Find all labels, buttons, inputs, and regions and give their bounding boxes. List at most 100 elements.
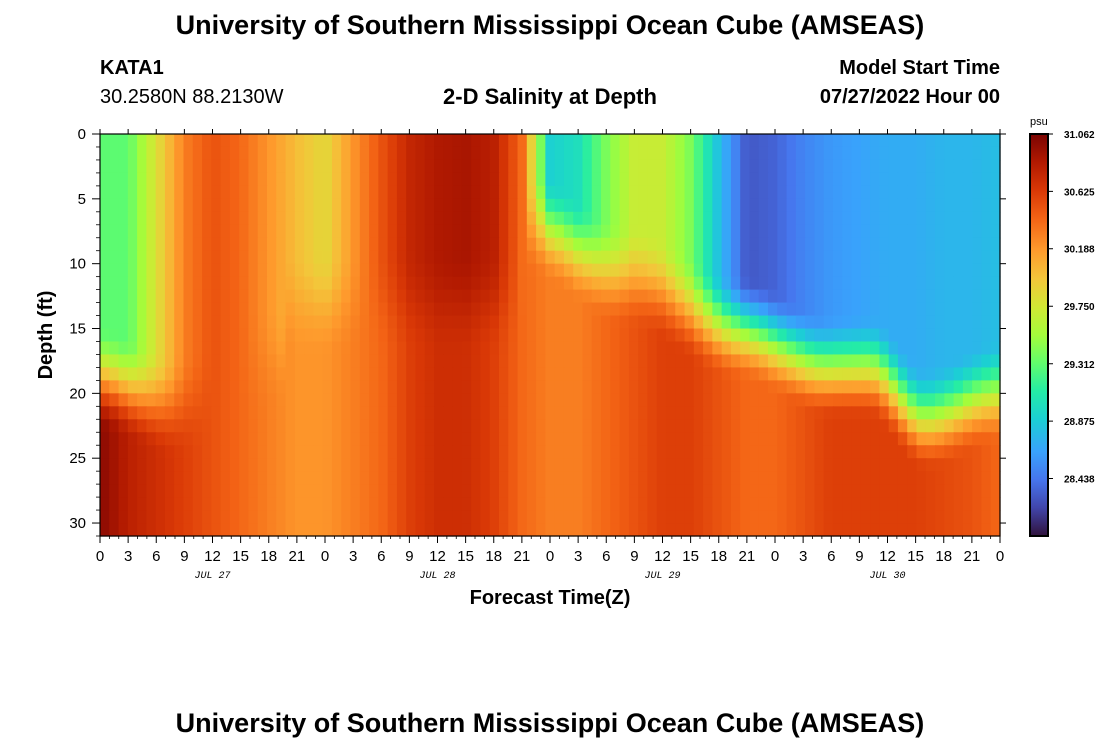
heatmap-cell xyxy=(944,172,955,187)
heatmap-cell xyxy=(953,276,964,291)
heatmap-cell xyxy=(573,224,584,239)
heatmap-cell xyxy=(703,471,713,485)
heatmap-cell xyxy=(962,250,973,265)
heatmap-cell xyxy=(146,380,157,394)
heatmap-cell xyxy=(758,445,769,459)
heatmap-cell xyxy=(406,250,417,265)
heatmap-cell xyxy=(331,445,342,459)
heatmap-cell xyxy=(619,406,630,420)
heatmap-cell xyxy=(628,302,639,317)
heatmap-cell xyxy=(703,134,713,148)
heatmap-cell xyxy=(730,263,741,278)
heatmap-cell xyxy=(127,354,138,369)
heatmap-cell xyxy=(498,510,509,524)
heatmap-cell xyxy=(851,134,862,148)
heatmap-cell xyxy=(563,276,574,291)
heatmap-cell xyxy=(350,497,361,511)
heatmap-cell xyxy=(434,198,444,213)
heatmap-cell xyxy=(851,276,862,291)
heatmap-cell xyxy=(897,341,908,356)
heatmap-cell xyxy=(879,367,890,381)
heatmap-cell xyxy=(591,380,602,394)
heatmap-cell xyxy=(183,380,194,394)
heatmap-cell xyxy=(990,445,1001,459)
heatmap-cell xyxy=(832,445,843,459)
heatmap-cell xyxy=(146,523,157,537)
heatmap-cell xyxy=(517,341,528,356)
heatmap-cell xyxy=(239,367,250,381)
heatmap-cell xyxy=(443,263,454,278)
heatmap-cell xyxy=(656,276,667,291)
x-tick-label: 12 xyxy=(879,548,896,565)
heatmap-cell xyxy=(628,185,639,200)
heatmap-cell xyxy=(396,224,407,239)
heatmap-cell xyxy=(972,237,983,252)
heatmap-cell xyxy=(693,328,704,343)
heatmap-cell xyxy=(795,497,806,511)
heatmap-cell xyxy=(294,134,305,148)
heatmap-cell xyxy=(638,198,649,213)
heatmap-cell xyxy=(164,146,175,161)
heatmap-cell xyxy=(619,510,630,524)
heatmap-cell xyxy=(916,289,927,304)
heatmap-cell xyxy=(795,146,806,161)
heatmap-cell xyxy=(406,237,417,252)
heatmap-cell xyxy=(267,341,277,356)
heatmap-cell xyxy=(183,432,194,446)
heatmap-cell xyxy=(396,134,407,148)
heatmap-cell xyxy=(962,354,973,369)
heatmap-cell xyxy=(239,484,250,498)
heatmap-cell xyxy=(628,315,639,330)
heatmap-cell xyxy=(424,354,435,369)
heatmap-cell xyxy=(100,198,110,213)
heatmap-cell xyxy=(656,146,667,161)
heatmap-cell xyxy=(406,341,417,356)
heatmap-cell xyxy=(972,289,983,304)
heatmap-cell xyxy=(369,211,379,226)
heatmap-cell xyxy=(359,393,370,407)
heatmap-cell xyxy=(378,211,389,226)
heatmap-cell xyxy=(814,276,825,291)
heatmap-cell xyxy=(536,471,546,485)
heatmap-cell xyxy=(573,237,584,252)
heatmap-cell xyxy=(675,146,686,161)
heatmap-cell xyxy=(962,380,973,394)
heatmap-cell xyxy=(424,497,435,511)
heatmap-cell xyxy=(341,263,352,278)
heatmap-cell xyxy=(749,224,760,239)
heatmap-cell xyxy=(304,341,314,356)
heatmap-cell xyxy=(795,172,806,187)
heatmap-cell xyxy=(907,276,918,291)
heatmap-cell xyxy=(842,432,853,446)
heatmap-cell xyxy=(164,393,175,407)
heatmap-cell xyxy=(870,432,880,446)
heatmap-cell xyxy=(573,250,584,265)
heatmap-cell xyxy=(879,211,890,226)
heatmap-cell xyxy=(851,198,862,213)
heatmap-cell xyxy=(907,302,918,317)
heatmap-cell xyxy=(137,471,147,485)
heatmap-cell xyxy=(703,367,713,381)
heatmap-cell xyxy=(897,458,908,472)
heatmap-cell xyxy=(526,458,537,472)
heatmap-cell xyxy=(183,523,194,537)
heatmap-cell xyxy=(276,432,287,446)
heatmap-cell xyxy=(721,367,732,381)
heatmap-cell xyxy=(322,419,333,433)
heatmap-cell xyxy=(842,250,853,265)
heatmap-cell xyxy=(591,406,602,420)
heatmap-cell xyxy=(452,302,463,317)
heatmap-cell xyxy=(350,406,361,420)
heatmap-cell xyxy=(369,523,379,537)
heatmap-cell xyxy=(202,432,212,446)
heatmap-cell xyxy=(777,419,788,433)
heatmap-cell xyxy=(276,354,287,369)
heatmap-cell xyxy=(944,159,955,174)
heatmap-cell xyxy=(331,198,342,213)
heatmap-cell xyxy=(591,134,602,148)
heatmap-cell xyxy=(536,419,546,433)
heatmap-cell xyxy=(508,159,519,174)
heatmap-cell xyxy=(953,211,964,226)
heatmap-cell xyxy=(665,224,676,239)
heatmap-cell xyxy=(192,146,203,161)
